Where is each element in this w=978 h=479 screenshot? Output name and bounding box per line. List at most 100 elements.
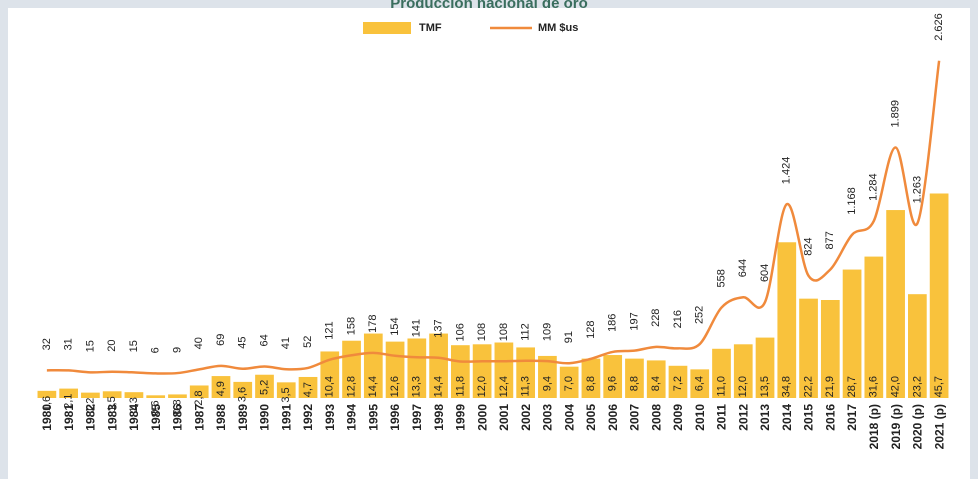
x-tick-label: 1980: [40, 404, 54, 431]
bar-value-label: 12,0: [737, 376, 749, 397]
x-tick-label: 1985: [149, 404, 163, 431]
bar: [646, 360, 666, 398]
x-tick-label: 2020 (p): [911, 404, 925, 449]
line-value-label: 106: [454, 323, 466, 341]
legend-label: MM $us: [538, 22, 578, 34]
bar-value-label: 13,3: [411, 376, 423, 397]
x-tick-label: 1987: [192, 404, 206, 431]
bar-value-label: 21,9: [824, 376, 836, 397]
line-value-label: 216: [672, 310, 684, 328]
bar-value-label: 31,6: [868, 376, 880, 397]
bar-value-label: 8,8: [628, 376, 640, 391]
bar: [886, 210, 905, 398]
bar-value-label: 8,8: [585, 376, 597, 391]
bar: [472, 344, 492, 398]
bar-value-label: 9,6: [607, 376, 619, 391]
line-value-label: 45: [237, 337, 249, 349]
bar-value-label: 3,5: [280, 387, 292, 402]
line-value-label: 32: [41, 338, 53, 350]
line-value-label: 178: [367, 315, 379, 333]
bar: [842, 269, 862, 398]
bar-value-label: 23,2: [911, 376, 923, 397]
line-value-label: 121: [324, 321, 336, 339]
x-tick-label: 2015: [802, 404, 816, 431]
bar: [363, 333, 383, 398]
bar: [37, 390, 57, 398]
legend-label: TMF: [419, 22, 442, 34]
bar: [733, 344, 753, 398]
bar: [168, 394, 187, 398]
x-tick-label: 1981: [62, 404, 76, 431]
bar: [189, 385, 209, 398]
bar-value-label: 12,4: [498, 376, 510, 397]
bar-value-label: 11,0: [715, 376, 727, 397]
bar: [755, 337, 775, 398]
line-value-label: 20: [106, 339, 118, 351]
bar: [603, 355, 623, 398]
line-value-label: 137: [433, 319, 445, 337]
x-tick-label: 1993: [323, 404, 337, 431]
bar: [712, 348, 731, 398]
x-tick-label: 2000: [475, 404, 489, 431]
bar-value-label: 1,6: [41, 396, 53, 411]
bar-value-label: 4,9: [215, 381, 227, 396]
bar: [799, 298, 818, 398]
x-tick-label: 2011: [715, 404, 729, 430]
bar-value-label: 2,8: [193, 390, 205, 405]
bar: [581, 358, 601, 398]
x-tick-label: 2018 (p): [867, 404, 881, 449]
line-value-label: 824: [802, 237, 814, 255]
line-value-label: 1.263: [911, 176, 923, 204]
bar: [320, 351, 340, 398]
line-value-label: 877: [824, 231, 836, 249]
line-value-label: 40: [193, 337, 205, 349]
x-tick-label: 1989: [236, 404, 250, 431]
bar-value-label: 22,2: [802, 376, 814, 397]
x-tick-label: 1982: [84, 404, 98, 431]
bar: [494, 342, 514, 398]
legend-swatch: [363, 22, 411, 34]
bar: [124, 392, 144, 398]
x-tick-label: 2012: [736, 404, 750, 431]
x-tick-label: 1983: [105, 404, 119, 431]
line-value-label: 108: [476, 323, 488, 341]
bar: [81, 392, 100, 398]
bar: [450, 345, 470, 398]
line-value-label: 158: [345, 317, 357, 335]
bar: [668, 365, 688, 398]
bar-value-label: 14,4: [367, 376, 379, 397]
line-value-label: 15: [84, 340, 96, 352]
bar-value-label: 12,8: [345, 376, 357, 397]
bar: [929, 193, 949, 398]
x-tick-label: 2017: [845, 404, 859, 431]
line-value-label: 52: [302, 336, 314, 348]
bar-value-label: 1,5: [106, 396, 118, 411]
bar-value-label: 5,2: [258, 380, 270, 395]
x-tick-label: 2019 (p): [889, 404, 903, 449]
line-value-label: 141: [411, 319, 423, 337]
bar: [211, 376, 231, 398]
line-value-label: 2.626: [933, 13, 945, 41]
bar: [690, 369, 710, 398]
x-tick-label: 1988: [214, 404, 228, 431]
panel: [8, 8, 970, 479]
x-tick-label: 1994: [345, 404, 359, 431]
x-tick-label: 2013: [758, 404, 772, 431]
x-tick-label: 1991: [279, 404, 293, 431]
bar-value-label: 11,3: [520, 376, 532, 397]
bar-value-label: 45,7: [933, 376, 945, 397]
line-value-label: 41: [280, 337, 292, 349]
x-tick-label: 2014: [780, 404, 794, 431]
bar-value-label: 8,4: [650, 376, 662, 391]
bar: [538, 355, 557, 398]
line-value-label: 6: [150, 347, 162, 353]
x-tick-label: 2003: [541, 404, 555, 431]
bar-value-label: 34,8: [781, 376, 793, 397]
bar-value-label: 7,0: [563, 376, 575, 391]
line-value-label: 31: [63, 338, 75, 350]
x-tick-label: 1996: [388, 404, 402, 431]
bar-value-label: 42,0: [890, 376, 902, 397]
bar-value-label: 3,6: [237, 387, 249, 402]
